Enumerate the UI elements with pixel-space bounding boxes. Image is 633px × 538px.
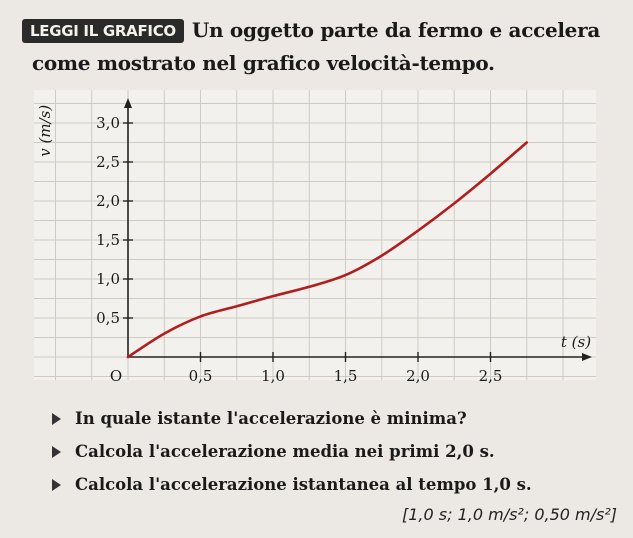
question-item: Calcola l'accelerazione istantanea al te… (52, 468, 622, 501)
question-item: Calcola l'accelerazione media nei primi … (52, 435, 622, 468)
question-text: In quale istante l'accelerazione è minim… (75, 409, 467, 428)
x-axis-arrow-icon (582, 353, 592, 361)
question-text: Calcola l'accelerazione media nei primi … (75, 442, 495, 461)
y-tick-label: 1,5 (96, 231, 120, 249)
questions-list: In quale istante l'accelerazione è minim… (52, 402, 622, 501)
velocity-curve (126, 141, 529, 359)
y-tick-label: 0,5 (96, 309, 120, 327)
chart-svg: 0,5 1,0 1,5 2,0 2,5 0,5 1,0 1,5 2,0 2,5 3,0 Ot (s) v… (34, 90, 596, 385)
arrow-bullet-icon (52, 445, 61, 458)
x-axis-label: t (s) (561, 333, 591, 351)
y-tick-label: 2,5 (96, 153, 120, 171)
x-tick-label: 2,0 (406, 367, 430, 385)
arrow-bullet-icon (52, 412, 61, 425)
intro-line-1: Un oggetto parte da fermo e accelera (191, 18, 601, 42)
y-tick-label: 1,0 (96, 270, 120, 288)
x-tick-label: 0,5 (189, 367, 213, 385)
intro-line-2: come mostrato nel grafico velocità-tempo… (32, 51, 495, 75)
arrow-bullet-icon (52, 478, 61, 491)
y-tick-label: 3,0 (96, 114, 120, 132)
problem-intro: LEGGI IL GRAFICO Un oggetto parte da ferm… (22, 14, 627, 80)
y-tick-label: 2,0 (96, 192, 120, 210)
y-axis-arrow-icon (124, 98, 132, 108)
y-axis-label: v (m/s) (36, 105, 54, 157)
x-tick-label: 1,5 (334, 367, 358, 385)
question-item: In quale istante l'accelerazione è minim… (52, 402, 622, 435)
answer-key: [1,0 s; 1,0 m/s²; 0,50 m/s²] (402, 505, 617, 524)
origin-label: O (110, 367, 122, 385)
read-graph-badge: LEGGI IL GRAFICO (22, 19, 184, 43)
x-tick-label: 1,0 (261, 367, 285, 385)
x-tick-label: 2,5 (479, 367, 503, 385)
question-text: Calcola l'accelerazione istantanea al te… (75, 475, 532, 494)
